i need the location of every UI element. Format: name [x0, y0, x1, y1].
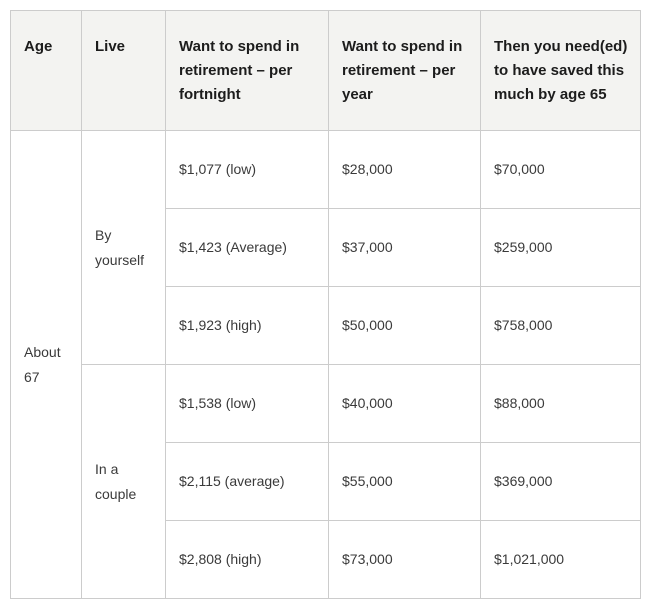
header-cell-age: Age — [10, 10, 82, 131]
table-header: Age Live Want to spend in retirement – p… — [10, 10, 641, 131]
header-cell-saved-by-65: Then you need(ed) to have saved this muc… — [480, 10, 641, 131]
saved-amount-cell: $70,000 — [480, 130, 641, 209]
spend-fortnight-cell: $1,423 (Average) — [165, 208, 329, 287]
spend-fortnight-cell: $1,923 (high) — [165, 286, 329, 365]
table-row: $1,923 (high) $50,000 $758,000 — [11, 286, 641, 365]
header-row: Age Live Want to spend in retirement – p… — [10, 10, 641, 131]
spend-fortnight-cell: $2,808 (high) — [165, 520, 329, 599]
header-cell-live: Live — [81, 10, 166, 131]
table-row: $2,808 (high) $73,000 $1,021,000 — [11, 520, 641, 599]
spend-fortnight-cell: $1,538 (low) — [165, 364, 329, 443]
retirement-savings-table: Age Live Want to spend in retirement – p… — [10, 10, 641, 599]
spend-year-cell: $40,000 — [328, 364, 481, 443]
table-row: In a couple $1,538 (low) $40,000 $88,000 — [11, 364, 641, 599]
saved-amount-cell: $88,000 — [480, 364, 641, 443]
spend-year-cell: $55,000 — [328, 442, 481, 521]
live-cell-in-a-couple: In a couple — [81, 364, 166, 599]
spend-year-cell: $28,000 — [328, 130, 481, 209]
header-cell-spend-fortnight: Want to spend in retirement – per fortni… — [165, 10, 329, 131]
table-row: $2,115 (average) $55,000 $369,000 — [11, 442, 641, 521]
table-body: About 67 By yourself $1,077 (low) $28,00… — [10, 130, 641, 599]
header-cell-spend-year: Want to spend in retirement – per year — [328, 10, 481, 131]
table-row: About 67 By yourself $1,077 (low) $28,00… — [10, 130, 641, 599]
spend-fortnight-cell: $2,115 (average) — [165, 442, 329, 521]
table-row: $1,423 (Average) $37,000 $259,000 — [11, 208, 641, 287]
saved-amount-cell: $758,000 — [480, 286, 641, 365]
age-cell: About 67 — [10, 130, 82, 599]
spend-year-cell: $73,000 — [328, 520, 481, 599]
saved-amount-cell: $1,021,000 — [480, 520, 641, 599]
saved-amount-cell: $369,000 — [480, 442, 641, 521]
spend-fortnight-cell: $1,077 (low) — [165, 130, 329, 209]
spend-year-cell: $37,000 — [328, 208, 481, 287]
saved-amount-cell: $259,000 — [480, 208, 641, 287]
live-cell-by-yourself: By yourself — [81, 130, 166, 365]
spend-year-cell: $50,000 — [328, 286, 481, 365]
